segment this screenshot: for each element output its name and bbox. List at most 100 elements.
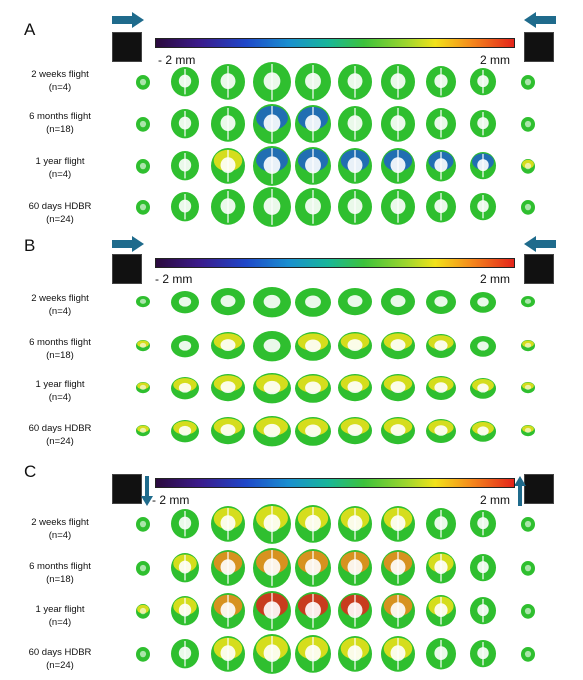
brain-slice (521, 158, 535, 174)
brain-thumbnail-right (524, 254, 554, 284)
colorbar-max-label: 2 mm (480, 493, 510, 507)
brain-slice (295, 63, 331, 101)
row-label: 2 weeks flight (n=4) (31, 293, 89, 317)
row-label: 6 months flight (n=18) (29, 111, 91, 135)
brain-slice (253, 415, 291, 447)
brain-slice (338, 189, 372, 225)
brain-slice (470, 597, 496, 625)
colorbar (155, 38, 515, 48)
row-label: 6 months flight (n=18) (29, 337, 91, 361)
row-label: 2 weeks flight (n=4) (31, 69, 89, 93)
row-label: 60 days HDBR (n=24) (28, 647, 92, 671)
brain-slice (381, 148, 415, 184)
brain-slice (295, 373, 331, 403)
brain-slice (295, 147, 331, 185)
brain-thumbnail-left (112, 32, 142, 62)
brain-slice (253, 104, 291, 144)
brain-slice (171, 639, 199, 669)
brain-slice (470, 377, 496, 399)
brain-slice (211, 148, 245, 184)
brain-slice (253, 146, 291, 186)
brain-slice (253, 591, 291, 631)
brain-slice (426, 552, 456, 584)
colorbar-max-label: 2 mm (480, 272, 510, 286)
brain-slice (295, 549, 331, 587)
brain-slice (521, 116, 535, 132)
brain-slice (295, 505, 331, 543)
brain-slice (338, 636, 372, 672)
brain-slice (338, 332, 372, 360)
brain-slice (521, 296, 535, 308)
brain-slice (211, 332, 245, 360)
brain-slice (426, 191, 456, 223)
brain-slice (426, 108, 456, 140)
panel-letter: C (24, 462, 37, 481)
brain-slice (295, 188, 331, 226)
colorbar-min-label: - 2 mm (152, 493, 190, 507)
brain-slice (211, 189, 245, 225)
brain-thumbnail-left (112, 254, 142, 284)
arrow-down-icon (141, 476, 153, 506)
row-label: 6 months flight (n=18) (29, 561, 91, 585)
brain-slice (136, 199, 150, 215)
brain-slice (253, 372, 291, 404)
brain-slice (470, 554, 496, 582)
brain-slice (136, 116, 150, 132)
brain-slice (381, 593, 415, 629)
brain-slice (426, 334, 456, 358)
panel-a: A - 2 mm 2 mm 2 weeks flight (n=4) 6 mont… (0, 0, 583, 228)
brain-slice (211, 417, 245, 445)
brain-slice (521, 646, 535, 662)
brain-slice (338, 417, 372, 445)
brain-slice (426, 66, 456, 98)
brain-slice (521, 516, 535, 532)
panel-letter: B (24, 236, 36, 255)
brain-slice (338, 64, 372, 100)
brain-slice (136, 603, 150, 619)
colorbar-min-label: - 2 mm (158, 53, 196, 67)
brain-slice (426, 419, 456, 443)
brain-slice (171, 151, 199, 181)
row-label: 1 year flight (n=4) (35, 156, 85, 180)
brain-thumbnail-left (112, 474, 142, 504)
brain-slice (381, 550, 415, 586)
brain-slice (295, 592, 331, 630)
brain-slice (211, 106, 245, 142)
brain-slice (470, 110, 496, 138)
brain-slice (470, 291, 496, 313)
brain-slice (295, 416, 331, 446)
row-label: 1 year flight (n=4) (35, 604, 85, 628)
brain-slice (521, 560, 535, 576)
arrow-right-icon (112, 12, 144, 28)
brain-slice (211, 288, 245, 316)
arrow-left-icon (524, 236, 556, 252)
row-label: 1 year flight (n=4) (35, 379, 85, 403)
brain-slice (295, 331, 331, 361)
brain-slice (426, 595, 456, 627)
brain-slice (338, 288, 372, 316)
brain-slice (521, 425, 535, 437)
arrow-left-icon (524, 12, 556, 28)
row-label: 2 weeks flight (n=4) (31, 517, 89, 541)
brain-slice (295, 635, 331, 673)
brain-slice (381, 64, 415, 100)
brain-slice (211, 636, 245, 672)
brain-slice (253, 504, 291, 544)
brain-slice (381, 417, 415, 445)
colorbar (155, 258, 515, 268)
brain-slice (211, 550, 245, 586)
brain-slice (253, 286, 291, 318)
brain-slice (253, 330, 291, 362)
brain-slice (136, 382, 150, 394)
brain-slice (136, 560, 150, 576)
brain-slice (521, 382, 535, 394)
brain-slice (211, 593, 245, 629)
brain-slice (136, 158, 150, 174)
brain-slice (470, 335, 496, 357)
brain-thumbnail-right (524, 32, 554, 62)
brain-slice (521, 74, 535, 90)
brain-slice (381, 106, 415, 142)
brain-slice (470, 420, 496, 442)
brain-slice (426, 638, 456, 670)
brain-slice (426, 290, 456, 314)
